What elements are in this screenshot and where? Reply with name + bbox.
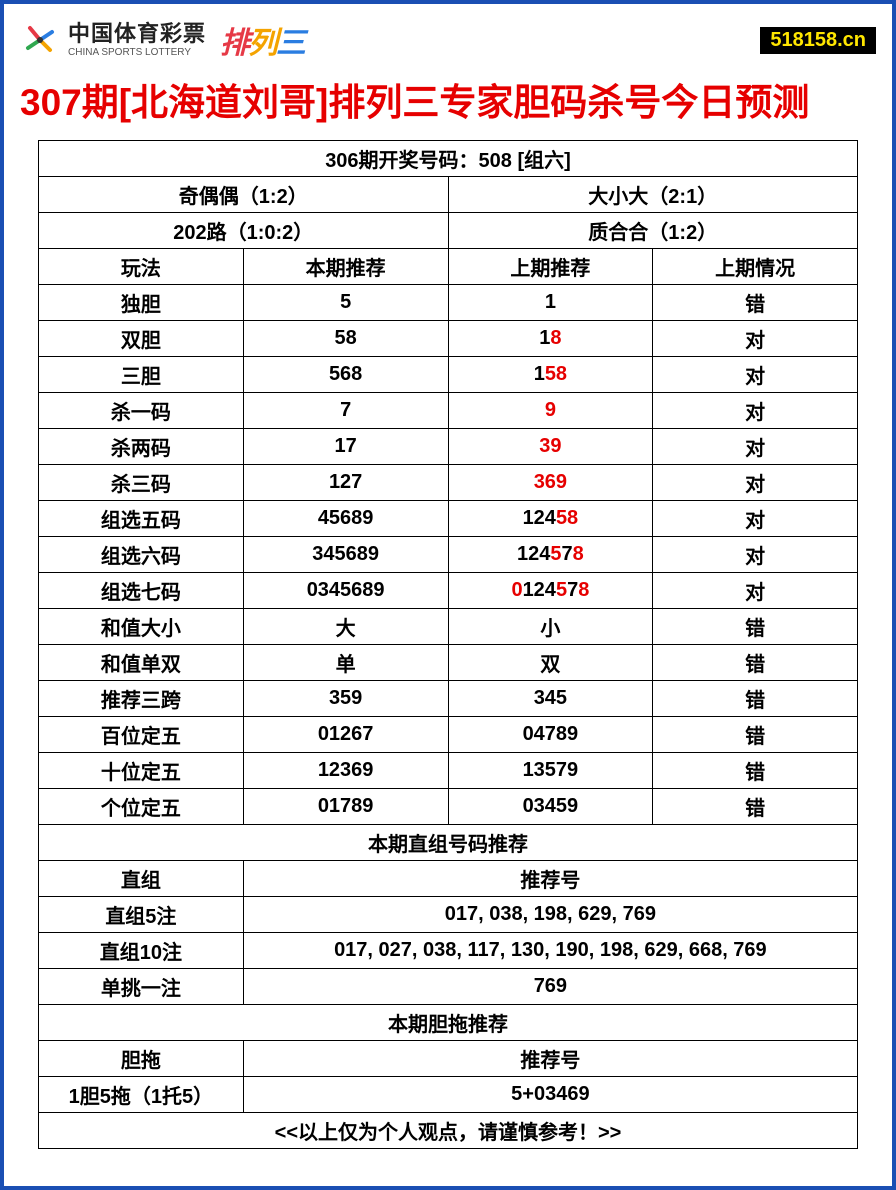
summary-row: 202路（1:0:2）质合合（1:2）	[39, 213, 858, 249]
direct-row: 直组10注017, 027, 038, 117, 130, 190, 198, …	[39, 933, 858, 969]
direct-row: 单挑一注769	[39, 969, 858, 1005]
direct-header-row: 直组推荐号	[39, 861, 858, 897]
footnote-row: <<以上仅为个人观点，请谨慎参考！>>	[39, 1113, 858, 1149]
dantuo-row: 1胆5拖（1托5）5+03469	[39, 1077, 858, 1113]
prev-cell: 369	[448, 465, 653, 501]
summary-row: 奇偶偶（1:2）大小大（2:1）	[39, 177, 858, 213]
data-row: 组选六码345689124578对	[39, 537, 858, 573]
col-prev: 上期推荐	[448, 249, 653, 285]
prev-cell: 1	[448, 285, 653, 321]
prev-cell: 124578	[448, 537, 653, 573]
lottery-logo-icon	[20, 20, 60, 60]
data-row: 和值单双单双错	[39, 645, 858, 681]
logo-block: 中国体育彩票 CHINA SPORTS LOTTERY 排列三	[20, 18, 304, 62]
prev-cell: 9	[448, 393, 653, 429]
data-row: 十位定五1236913579错	[39, 753, 858, 789]
prev-cell: 04789	[448, 717, 653, 753]
data-row: 双胆5818对	[39, 321, 858, 357]
data-row: 独胆51错	[39, 285, 858, 321]
result-cell: 对	[653, 393, 858, 429]
site-badge: 518158.cn	[760, 27, 876, 54]
prev-cell: 双	[448, 645, 653, 681]
result-cell: 错	[653, 717, 858, 753]
page-frame: 中国体育彩票 CHINA SPORTS LOTTERY 排列三 518158.c…	[0, 0, 896, 1190]
result-cell: 错	[653, 285, 858, 321]
result-cell: 错	[653, 645, 858, 681]
result-cell: 对	[653, 465, 858, 501]
result-cell: 错	[653, 609, 858, 645]
col-current: 本期推荐	[243, 249, 448, 285]
prev-cell: 345	[448, 681, 653, 717]
result-cell: 错	[653, 789, 858, 825]
result-cell: 错	[653, 753, 858, 789]
direct-row: 直组5注017, 038, 198, 629, 769	[39, 897, 858, 933]
column-header-row: 玩法本期推荐上期推荐上期情况	[39, 249, 858, 285]
result-cell: 对	[653, 573, 858, 609]
header: 中国体育彩票 CHINA SPORTS LOTTERY 排列三 518158.c…	[20, 12, 876, 68]
section-title-row: 本期胆拖推荐	[39, 1005, 858, 1041]
prev-cell: 18	[448, 321, 653, 357]
prev-cell: 03459	[448, 789, 653, 825]
prev-cell: 小	[448, 609, 653, 645]
prev-cell: 12458	[448, 501, 653, 537]
data-row: 组选五码4568912458对	[39, 501, 858, 537]
data-row: 杀一码79对	[39, 393, 858, 429]
result-cell: 对	[653, 321, 858, 357]
pailiesan-logo: 排列三	[220, 18, 304, 62]
result-cell: 对	[653, 537, 858, 573]
prediction-table: 306期开奖号码：508 [组六]奇偶偶（1:2）大小大（2:1）202路（1:…	[38, 140, 858, 1149]
logo-en: CHINA SPORTS LOTTERY	[68, 47, 206, 58]
prev-cell: 39	[448, 429, 653, 465]
result-cell: 对	[653, 501, 858, 537]
data-row: 百位定五0126704789错	[39, 717, 858, 753]
draw-header: 306期开奖号码：508 [组六]	[39, 141, 858, 177]
dantuo-section-title: 本期胆拖推荐	[39, 1005, 858, 1041]
data-row: 个位定五0178903459错	[39, 789, 858, 825]
direct-section-title: 本期直组号码推荐	[39, 825, 858, 861]
result-cell: 错	[653, 681, 858, 717]
prev-cell: 158	[448, 357, 653, 393]
col-play: 玩法	[39, 249, 244, 285]
logo-cn: 中国体育彩票	[68, 22, 206, 46]
page-title: 307期[北海道刘哥]排列三专家胆码杀号今日预测	[20, 72, 876, 126]
logo-text: 中国体育彩票 CHINA SPORTS LOTTERY	[68, 22, 206, 57]
data-row: 杀三码127369对	[39, 465, 858, 501]
section-title-row: 本期直组号码推荐	[39, 825, 858, 861]
footnote: <<以上仅为个人观点，请谨慎参考！>>	[39, 1113, 858, 1149]
data-row: 三胆568158对	[39, 357, 858, 393]
data-row: 杀两码1739对	[39, 429, 858, 465]
data-row: 和值大小大小错	[39, 609, 858, 645]
result-cell: 对	[653, 357, 858, 393]
prev-cell: 0124578	[448, 573, 653, 609]
col-result: 上期情况	[653, 249, 858, 285]
dantuo-header-row: 胆拖推荐号	[39, 1041, 858, 1077]
draw-header-row: 306期开奖号码：508 [组六]	[39, 141, 858, 177]
result-cell: 对	[653, 429, 858, 465]
data-row: 组选七码03456890124578对	[39, 573, 858, 609]
data-row: 推荐三跨359345错	[39, 681, 858, 717]
prev-cell: 13579	[448, 753, 653, 789]
